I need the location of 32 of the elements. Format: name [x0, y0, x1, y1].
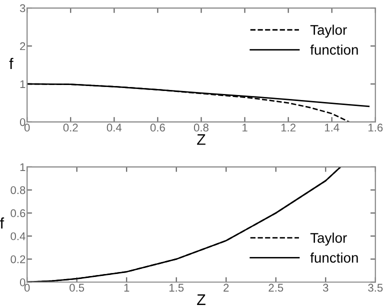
- y-tick-label: 0.6: [10, 209, 26, 218]
- y-tick-label: 1: [20, 163, 26, 171]
- legend-label: Taylor: [310, 232, 347, 246]
- y-axis-title: f: [0, 217, 4, 228]
- y-axis-title: f: [9, 58, 14, 69]
- x-axis-title: Z: [197, 294, 206, 305]
- legend-label: function: [310, 252, 358, 263]
- legend-label: Taylor: [310, 24, 347, 38]
- x-tick-label: 0.4: [106, 124, 122, 132]
- x-tick-label: 2: [224, 284, 229, 292]
- x-tick-label: 0.8: [194, 124, 208, 132]
- y-tick-label: 3: [20, 4, 26, 12]
- legend-label: function: [310, 44, 358, 55]
- x-tick-label: 0.6: [150, 124, 165, 132]
- x-axis-title: Z: [197, 134, 206, 145]
- x-tick-label: 3: [322, 284, 328, 292]
- y-tick-label: 0.8: [10, 186, 26, 194]
- x-tick-label: 1.6: [368, 124, 383, 132]
- x-tick-label: 1: [124, 284, 130, 292]
- x-tick-label: 2.5: [268, 284, 284, 292]
- x-tick-label: 1.5: [169, 284, 184, 292]
- y-tick-label: 1: [20, 80, 26, 88]
- x-tick-label: 3.5: [368, 284, 383, 292]
- x-tick-label: 1: [242, 124, 248, 132]
- y-tick-label: 2: [20, 42, 26, 50]
- y-tick-label: 0.4: [10, 232, 26, 240]
- y-tick-label: 0: [20, 278, 26, 286]
- x-tick-label: 0.2: [63, 124, 78, 132]
- x-tick-label: 1.4: [324, 124, 340, 132]
- y-tick-label: 0.2: [10, 255, 26, 264]
- x-tick-label: 0.5: [70, 284, 84, 292]
- x-tick-label: 1.2: [281, 124, 296, 132]
